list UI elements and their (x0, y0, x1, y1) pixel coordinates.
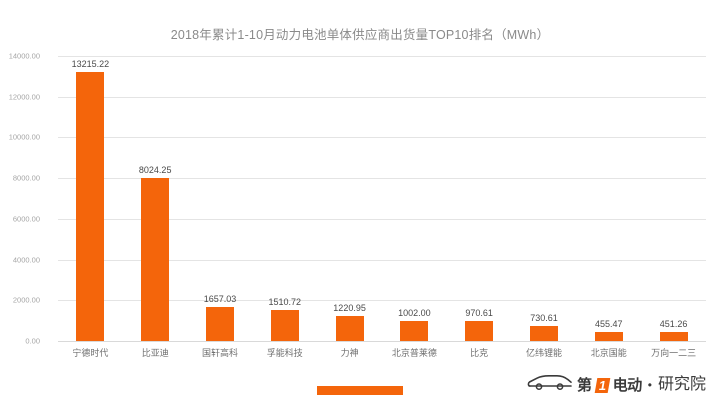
bar-slot: 8024.25 (123, 56, 188, 341)
logo-word-di: 第 (577, 376, 592, 394)
bar-slot: 1220.95 (317, 56, 382, 341)
bar-value-label: 1002.00 (398, 307, 431, 318)
gridline (58, 341, 706, 342)
logo-word-diandong: 电动 (612, 376, 643, 394)
y-axis-tick-label: 6000.00 (12, 214, 40, 224)
bar-slot: 970.61 (447, 56, 512, 341)
bar-slot: 455.47 (576, 56, 641, 341)
y-axis-tick-label: 14000.00 (8, 51, 40, 61)
x-axis-tick-label: 万向一二三 (651, 348, 697, 358)
x-axis-tick-label: 北京国能 (590, 348, 627, 358)
y-axis-tick-label: 4000.00 (12, 255, 40, 265)
bar-value-label: 1657.03 (203, 294, 237, 305)
bar-value-label: 730.61 (530, 313, 558, 324)
x-axis-tick-label: 亿纬锂能 (525, 348, 562, 358)
bar[interactable] (529, 326, 558, 341)
bar-value-label: 451.26 (659, 318, 688, 329)
x-axis-tick-label: 力神 (340, 348, 359, 358)
bar[interactable] (76, 71, 105, 341)
bar-slot: 1002.00 (382, 56, 447, 341)
y-axis-tick-label: 10000.00 (8, 132, 40, 142)
x-axis-labels: 宁德时代 比亚迪 国轩高科 孚能科技 力神 北京普莱德 比克 亿纬锂能 北京国能 万向一二三 (58, 346, 706, 359)
gridline (58, 56, 706, 57)
bar[interactable] (205, 307, 234, 341)
y-axis-tick-label: 8000.00 (12, 173, 40, 183)
bar-value-label: 455.47 (595, 318, 623, 329)
bar-series: 13215.22 8024.25 1657.03 1510.72 1220.95 1002… (58, 56, 706, 341)
x-axis-tick-label: 北京普莱德 (391, 348, 437, 358)
x-axis-tick-label: 比亚迪 (141, 348, 169, 358)
bar[interactable] (465, 321, 494, 341)
bar-value-label: 970.61 (465, 308, 493, 319)
gridline (58, 218, 706, 220)
logo-badge-one: 1 (594, 377, 611, 393)
bar-slot: 451.26 (641, 56, 706, 341)
brand-logo: 第 1 电动 • 研究院 (527, 373, 706, 397)
bar-value-label: 1220.95 (333, 303, 366, 314)
bar[interactable] (400, 320, 429, 341)
gridline (58, 96, 706, 98)
bar-slot: 730.61 (512, 56, 577, 341)
x-axis-tick-label: 国轩高科 (201, 348, 238, 358)
y-axis-tick-label: 0.00 (25, 336, 40, 346)
bar-value-label: 1510.72 (268, 297, 302, 308)
y-axis-tick-label: 2000.00 (12, 295, 40, 305)
y-axis-tick-label: 12000.00 (8, 92, 40, 102)
bar-slot: 1657.03 (188, 56, 253, 341)
legend-color-marker (317, 386, 403, 395)
gridline (58, 259, 706, 261)
gridline (58, 300, 706, 302)
bar[interactable] (335, 316, 364, 341)
bar-slot: 1510.72 (252, 56, 317, 341)
bar[interactable] (270, 310, 299, 341)
logo-suffix: 研究院 (657, 376, 706, 393)
bar-slot: 13215.22 (58, 56, 123, 341)
gridline (58, 137, 706, 139)
logo-separator: • (647, 378, 652, 392)
x-axis-tick-label: 比克 (470, 348, 489, 358)
bar-value-label: 8024.25 (138, 164, 172, 175)
car-icon (527, 374, 573, 396)
x-axis-tick-label: 宁德时代 (72, 348, 109, 358)
chart-title: 2018年累计1-10月动力电池单体供应商出货量TOP10排名（MWh） (170, 28, 550, 42)
bar[interactable] (659, 331, 688, 341)
bar[interactable] (594, 331, 623, 341)
bar-value-label: 13215.22 (71, 58, 110, 69)
plot-area: 14000.00 12000.00 10000.00 8000.00 6000.00 40… (9, 52, 706, 346)
x-axis-tick-label: 孚能科技 (266, 348, 303, 358)
gridline (58, 178, 706, 180)
bar[interactable] (141, 177, 170, 341)
